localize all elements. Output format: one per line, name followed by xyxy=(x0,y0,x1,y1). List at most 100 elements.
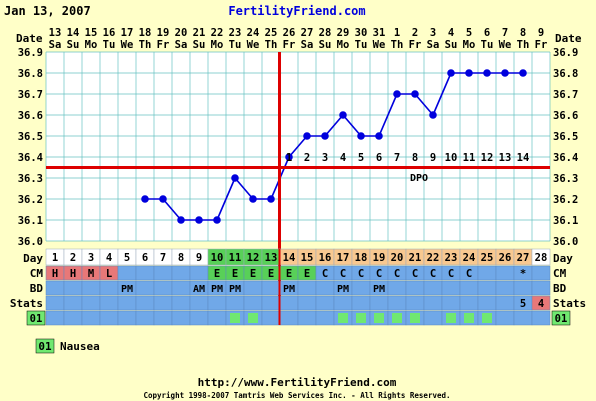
code-cell xyxy=(45,310,65,326)
weekday-label: Th xyxy=(139,39,152,51)
day-number: 19 xyxy=(373,252,386,264)
stats-cell xyxy=(279,295,299,311)
temperature-point xyxy=(213,216,221,224)
bd-value: PM xyxy=(373,284,385,295)
y-tick-label: 36.0 xyxy=(18,236,43,248)
date-label: 22 xyxy=(211,27,224,39)
weekday-label: Tu xyxy=(481,39,494,51)
day-number: 3 xyxy=(88,252,94,264)
bd-value: PM xyxy=(229,284,241,295)
cm-value: C xyxy=(430,268,436,280)
day-number: 27 xyxy=(517,252,530,264)
temperature-line-segment xyxy=(324,114,344,137)
y-tick-label-right: 36.2 xyxy=(553,194,578,206)
bd-cell xyxy=(441,280,461,296)
dpo-number: 10 xyxy=(445,152,458,164)
stats-cell xyxy=(171,295,191,311)
cm-value: L xyxy=(106,268,112,280)
dpo-number: 14 xyxy=(517,152,530,164)
temperature-point xyxy=(465,69,473,77)
date-label: 21 xyxy=(193,27,206,39)
bd-cell xyxy=(171,280,191,296)
cm-cell xyxy=(171,265,191,281)
stats-cell xyxy=(261,295,281,311)
row-label-code-box-right xyxy=(551,310,571,326)
cm-value: E xyxy=(214,268,220,280)
dpo-number: 13 xyxy=(499,152,512,164)
weekday-label: We xyxy=(373,39,386,51)
row-label-day-right: Day xyxy=(553,252,573,265)
date-label: 20 xyxy=(175,27,188,39)
dpo-number: 9 xyxy=(430,152,436,164)
cm-cell xyxy=(189,265,209,281)
day-number: 20 xyxy=(391,252,404,264)
cm-value: C xyxy=(376,268,382,280)
date-label: 29 xyxy=(337,27,350,39)
y-tick-label-right: 36.1 xyxy=(553,215,578,227)
code-cell xyxy=(63,310,83,326)
dpo-number: 1 xyxy=(286,152,292,164)
date-label: 5 xyxy=(466,27,472,39)
cm-value: C xyxy=(394,268,400,280)
stats-cell xyxy=(153,295,173,311)
bd-cell xyxy=(135,280,155,296)
bd-cell xyxy=(423,280,443,296)
day-number: 15 xyxy=(301,252,314,264)
cm-value: * xyxy=(520,268,526,280)
bd-cell xyxy=(405,280,425,296)
code-marker xyxy=(374,313,384,323)
day-number: 22 xyxy=(427,252,440,264)
weekday-label: Sa xyxy=(301,39,314,51)
temperature-line-segment xyxy=(162,198,182,221)
cm-cell xyxy=(153,265,173,281)
row-label-bd: BD xyxy=(30,282,44,295)
code-cell xyxy=(261,310,281,326)
date-label: 25 xyxy=(265,27,278,39)
bd-cell xyxy=(99,280,119,296)
code-marker xyxy=(230,313,240,323)
code-cell xyxy=(207,310,227,326)
day-number: 12 xyxy=(247,252,260,264)
day-number: 18 xyxy=(355,252,368,264)
bd-cell xyxy=(261,280,281,296)
y-tick-label: 36.3 xyxy=(18,173,43,185)
cm-value: E xyxy=(250,268,256,280)
footer-url[interactable]: http://www.FertilityFriend.com xyxy=(198,376,397,389)
temperature-line-segment xyxy=(234,177,254,200)
bd-cell xyxy=(81,280,101,296)
day-number: 21 xyxy=(409,252,422,264)
stats-cell xyxy=(387,295,407,311)
temperature-point xyxy=(357,132,365,140)
stats-value: 5 xyxy=(520,298,526,310)
dpo-number: 8 xyxy=(412,152,418,164)
temperature-line-segment xyxy=(432,72,452,116)
code-cell xyxy=(495,310,515,326)
stats-cell xyxy=(99,295,119,311)
weekday-label: Th xyxy=(391,39,404,51)
temperature-point xyxy=(375,132,383,140)
temperature-point xyxy=(393,90,401,98)
cm-cell xyxy=(477,265,497,281)
temperature-point xyxy=(195,216,203,224)
date-label: 28 xyxy=(319,27,332,39)
stats-cell xyxy=(333,295,353,311)
temperature-line-segment xyxy=(216,177,236,221)
bd-value: PM xyxy=(211,284,223,295)
legend-text: Nausea xyxy=(60,340,100,353)
weekday-label: Sa xyxy=(49,39,62,51)
cm-value: C xyxy=(466,268,472,280)
temperature-point xyxy=(501,69,509,77)
cm-value: E xyxy=(268,268,274,280)
cm-value: H xyxy=(52,268,58,280)
y-tick-label: 36.9 xyxy=(18,47,43,59)
dpo-number: 7 xyxy=(394,152,400,164)
stats-cell xyxy=(243,295,263,311)
stats-cell xyxy=(405,295,425,311)
cm-value: E xyxy=(304,268,310,280)
temperature-point xyxy=(411,90,419,98)
code-cell xyxy=(513,310,533,326)
stats-cell xyxy=(45,295,65,311)
dpo-number: 11 xyxy=(463,152,476,164)
stats-cell xyxy=(117,295,137,311)
date-label: 1 xyxy=(394,27,400,39)
